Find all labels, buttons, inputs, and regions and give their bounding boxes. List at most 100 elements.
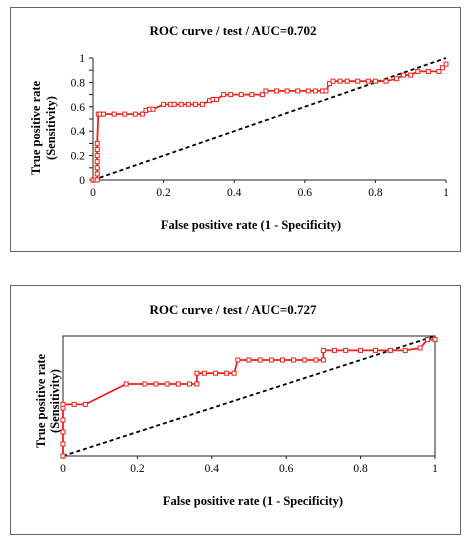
x-tick-label: 0.6 xyxy=(279,463,294,475)
roc-point-marker xyxy=(122,111,128,117)
roc-point-marker xyxy=(394,76,400,82)
roc-point-marker xyxy=(332,347,338,353)
roc-point-marker xyxy=(94,165,100,171)
roc-point-marker xyxy=(344,78,350,84)
y-axis-label-line-2: (Sensitivity) xyxy=(48,369,62,433)
roc-point-marker xyxy=(305,88,311,94)
roc-point-marker xyxy=(214,96,220,102)
roc-point-marker xyxy=(194,370,200,376)
roc-point-marker xyxy=(60,429,66,435)
roc-point-marker xyxy=(139,111,145,117)
roc-point-marker xyxy=(161,101,167,107)
roc-point-marker xyxy=(171,101,177,107)
roc-point-marker xyxy=(213,370,219,376)
roc-point-marker xyxy=(263,88,269,94)
roc-point-marker xyxy=(355,78,361,84)
roc-chart-1: ROC curve / test / AUC=0.702 True positi… xyxy=(29,23,449,232)
roc-point-marker xyxy=(387,347,393,353)
x-tick-label: 0 xyxy=(60,463,66,475)
roc-point-marker xyxy=(337,78,343,84)
roc-point-marker xyxy=(201,370,207,376)
roc-point-marker xyxy=(436,68,442,74)
y-axis-label-line-1: True positive rate xyxy=(29,80,43,175)
roc-point-marker xyxy=(320,357,326,363)
roc-point-marker xyxy=(415,68,421,74)
roc-point-marker xyxy=(313,357,319,363)
roc-point-marker xyxy=(150,106,156,112)
roc-point-marker xyxy=(343,347,349,353)
roc-point-marker xyxy=(235,357,241,363)
roc-point-marker xyxy=(291,357,297,363)
x-tick-label: 0.2 xyxy=(156,187,171,199)
roc-point-marker xyxy=(295,88,301,94)
roc-point-marker xyxy=(94,177,100,183)
plot-frame xyxy=(62,335,436,457)
roc-point-marker xyxy=(199,101,205,107)
roc-point-marker xyxy=(71,401,77,407)
roc-curve-line xyxy=(93,63,447,181)
roc-point-marker xyxy=(439,65,445,71)
x-tick-label: 0.4 xyxy=(205,463,220,475)
x-tick-label: 0 xyxy=(90,187,96,199)
roc-point-marker xyxy=(94,147,100,152)
roc-point-marker xyxy=(224,370,230,376)
roc-point-marker xyxy=(312,88,318,94)
roc-point-marker xyxy=(402,347,408,353)
x-tick-label: 0.4 xyxy=(227,187,242,199)
roc-point-marker xyxy=(425,337,431,343)
roc-point-marker xyxy=(383,78,389,84)
reference-diagonal-line xyxy=(62,335,436,457)
roc-point-marker xyxy=(365,78,371,84)
roc-point-marker xyxy=(82,401,88,407)
roc-point-marker xyxy=(249,92,255,98)
roc-point-marker xyxy=(372,347,378,353)
roc-point-marker xyxy=(175,381,181,387)
x-tick-label: 0.8 xyxy=(353,463,368,475)
y-tick-label: 0 xyxy=(79,175,85,187)
roc-point-marker xyxy=(101,111,107,117)
chart-title: ROC curve / test / AUC=0.727 xyxy=(150,302,317,317)
roc-point-marker xyxy=(60,401,66,407)
roc-point-marker xyxy=(320,347,326,353)
roc-point-marker xyxy=(60,453,66,459)
roc-point-marker xyxy=(153,381,159,387)
y-tick-label: 1 xyxy=(79,53,85,65)
roc-point-marker xyxy=(417,345,423,351)
y-tick-label: 0.2 xyxy=(71,151,86,163)
roc-point-marker xyxy=(164,381,170,387)
roc-point-marker xyxy=(94,171,100,177)
x-tick-label: 0.8 xyxy=(368,187,383,199)
roc-point-marker xyxy=(274,88,280,94)
roc-point-marker xyxy=(186,381,192,387)
y-axis-label-line-2: (Sensitivity) xyxy=(44,96,58,160)
roc-chart-panel-2: ROC curve / test / AUC=0.727 True positi… xyxy=(10,285,461,535)
roc-point-marker xyxy=(94,159,100,165)
roc-point-marker xyxy=(178,101,184,107)
roc-point-marker xyxy=(228,92,234,98)
roc-point-marker xyxy=(231,370,237,376)
roc-point-marker xyxy=(238,92,244,98)
reference-diagonal-line xyxy=(92,57,447,181)
y-tick-label: 0.4 xyxy=(71,126,86,138)
x-tick-label: 1 xyxy=(443,187,449,199)
roc-point-marker xyxy=(246,357,252,363)
roc-point-marker xyxy=(192,101,198,107)
x-tick-label: 1 xyxy=(432,463,438,475)
roc-point-marker xyxy=(257,357,263,363)
roc-point-marker xyxy=(94,153,100,159)
roc-point-marker xyxy=(194,381,200,387)
roc-point-marker xyxy=(401,72,407,78)
roc-point-marker xyxy=(123,381,129,387)
roc-chart-2: ROC curve / test / AUC=0.727 True positi… xyxy=(34,302,438,508)
y-tick-label: 0.6 xyxy=(71,102,86,114)
x-tick-label: 0.2 xyxy=(130,463,145,475)
roc-point-marker xyxy=(443,61,449,67)
roc-point-marker xyxy=(279,357,285,363)
chart-title: ROC curve / test / AUC=0.702 xyxy=(150,23,317,38)
roc-point-marker xyxy=(302,357,308,363)
y-axis-label-line-1: True positive rate xyxy=(34,353,48,448)
x-axis-label: False positive rate (1 - Specificity) xyxy=(161,218,341,232)
roc-point-marker xyxy=(111,111,117,117)
roc-point-marker xyxy=(142,381,148,387)
x-axis-label: False positive rate (1 - Specificity) xyxy=(163,494,343,508)
